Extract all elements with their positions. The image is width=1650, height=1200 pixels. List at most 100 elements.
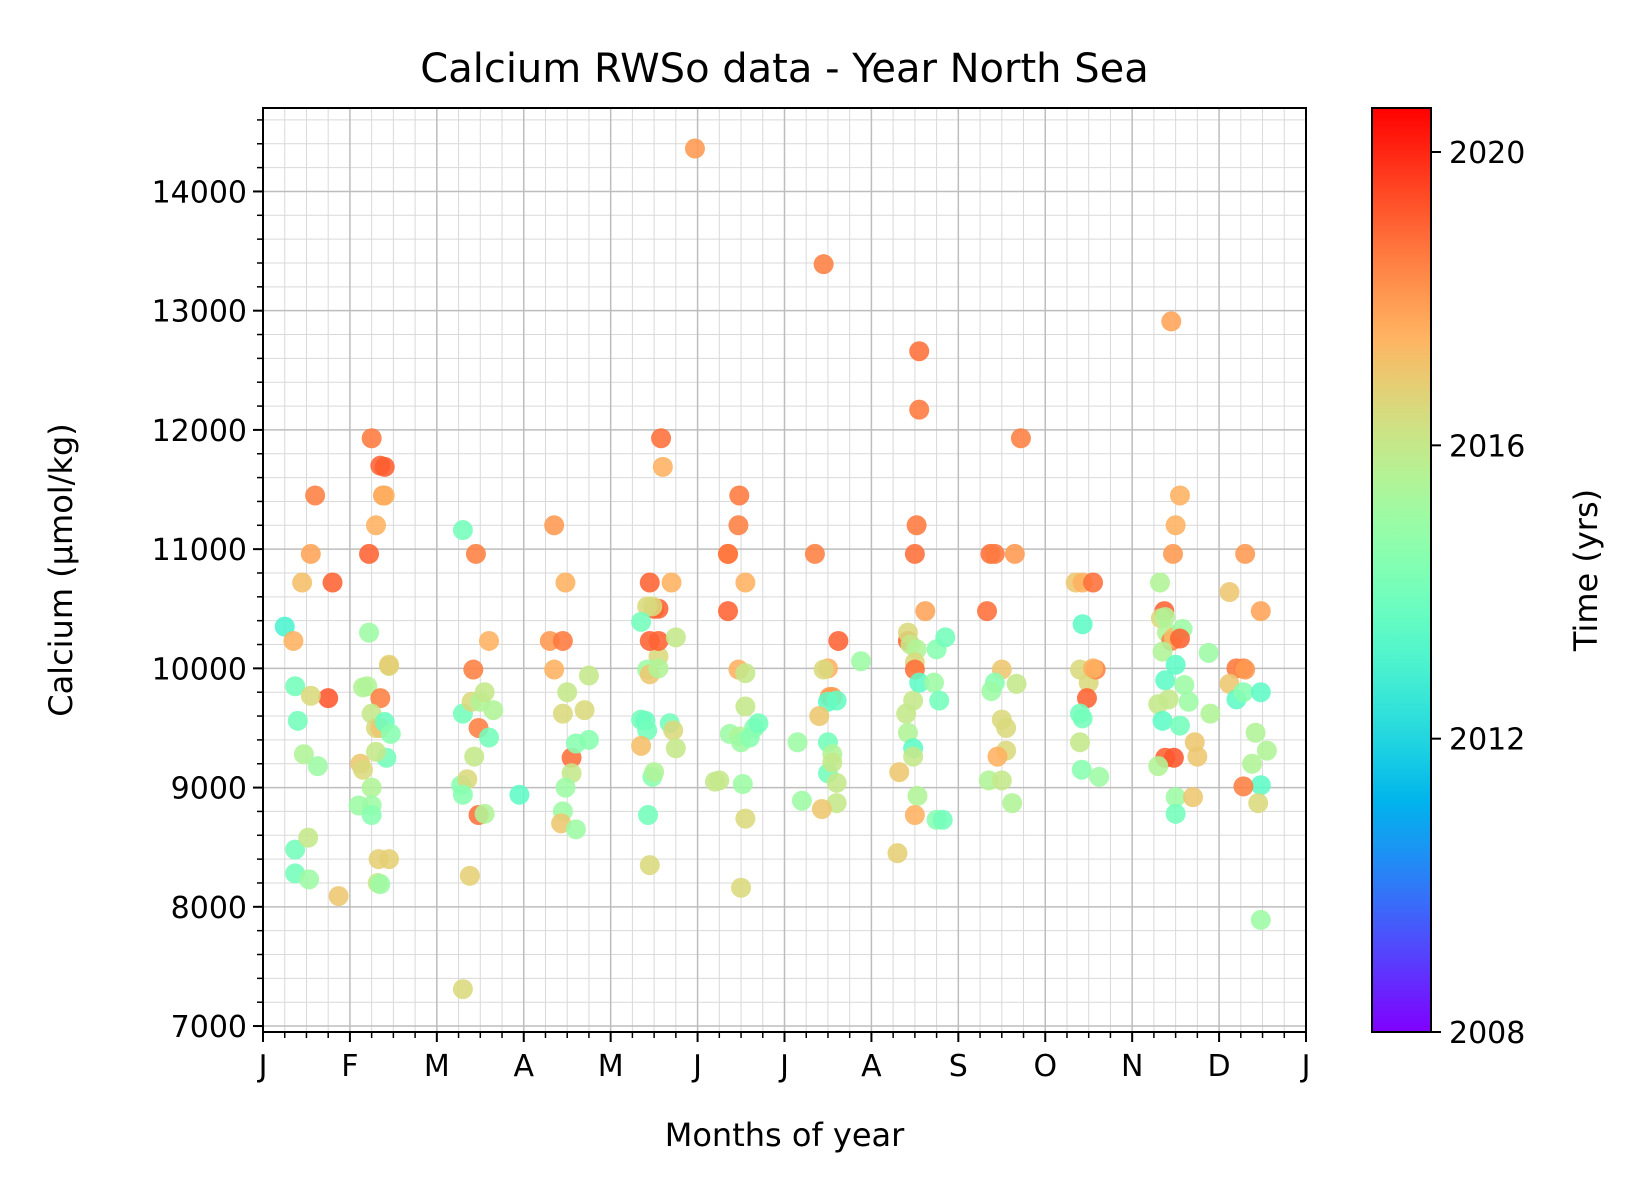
data-point xyxy=(889,762,910,783)
data-point xyxy=(1187,746,1208,767)
data-point xyxy=(555,572,576,593)
data-point xyxy=(977,601,998,622)
data-point xyxy=(365,515,386,536)
data-point xyxy=(1161,311,1182,332)
data-point xyxy=(300,685,321,706)
data-point xyxy=(1242,753,1263,774)
data-point xyxy=(1165,654,1186,675)
data-point xyxy=(907,785,928,806)
data-point xyxy=(361,428,382,449)
data-point xyxy=(361,777,382,798)
data-point xyxy=(565,819,586,840)
data-point xyxy=(1169,715,1190,736)
colorbar-ticks: 2008 2012 2016 2020 xyxy=(1431,136,1525,1051)
colorbar xyxy=(1371,107,1432,1033)
data-point xyxy=(463,659,484,680)
data-point xyxy=(718,601,739,622)
data-point xyxy=(813,659,834,680)
data-point xyxy=(718,543,739,564)
data-point xyxy=(787,732,808,753)
data-point xyxy=(298,827,319,848)
y-axis-label: Calcium (µmol/kg) xyxy=(42,423,80,717)
data-point xyxy=(1256,740,1277,761)
data-point xyxy=(359,622,380,643)
data-point xyxy=(1083,572,1104,593)
data-point xyxy=(374,485,395,506)
data-point xyxy=(1233,682,1254,703)
data-point xyxy=(1010,428,1031,449)
data-point xyxy=(544,659,565,680)
data-point xyxy=(644,762,665,783)
data-point xyxy=(1155,670,1176,691)
data-point xyxy=(300,543,321,564)
data-point xyxy=(991,770,1012,791)
data-point xyxy=(639,572,660,593)
data-point xyxy=(791,790,812,811)
y-tick-label: 9000 xyxy=(171,772,247,807)
data-point xyxy=(274,616,295,637)
data-point xyxy=(457,769,478,790)
data-point xyxy=(909,399,930,420)
data-point xyxy=(359,543,380,564)
data-point xyxy=(661,572,682,593)
data-point xyxy=(648,630,669,651)
colorbar-tick-label: 2016 xyxy=(1449,429,1525,464)
data-point xyxy=(465,543,486,564)
data-point xyxy=(1070,732,1091,753)
y-tick-label: 12000 xyxy=(152,414,247,449)
data-point xyxy=(1163,747,1184,768)
data-point xyxy=(903,746,924,767)
data-point xyxy=(1149,572,1170,593)
data-point xyxy=(826,690,847,711)
grid xyxy=(262,108,1307,1032)
data-point xyxy=(631,735,652,756)
data-point xyxy=(665,627,686,648)
data-point xyxy=(365,741,386,762)
data-point xyxy=(1245,722,1266,743)
x-tick-label: J xyxy=(257,1049,268,1084)
data-point xyxy=(1219,582,1240,603)
data-point xyxy=(935,627,956,648)
data-point xyxy=(322,572,343,593)
data-point xyxy=(1165,803,1186,824)
data-point xyxy=(509,784,530,805)
data-point xyxy=(1198,642,1219,663)
data-point xyxy=(684,138,705,159)
data-point xyxy=(1158,689,1179,710)
x-tick-label: A xyxy=(861,1049,882,1084)
data-point xyxy=(1165,787,1186,808)
data-point xyxy=(735,572,756,593)
data-point xyxy=(557,682,578,703)
data-point xyxy=(1071,759,1092,780)
data-point xyxy=(1006,673,1027,694)
data-point xyxy=(352,759,373,780)
data-point xyxy=(1250,775,1271,796)
data-point xyxy=(987,746,1008,767)
y-tick-label: 14000 xyxy=(152,175,247,210)
data-point xyxy=(368,849,389,870)
data-point xyxy=(735,663,756,684)
data-point xyxy=(283,630,304,651)
data-point xyxy=(651,428,672,449)
y-tick-label: 13000 xyxy=(152,295,247,330)
data-point xyxy=(984,543,1005,564)
x-tick-label: S xyxy=(949,1049,968,1084)
data-point xyxy=(1200,703,1221,724)
x-tick-label: M xyxy=(598,1049,624,1084)
data-point xyxy=(1165,515,1186,536)
colorbar-label: Time (yrs) xyxy=(1567,489,1605,652)
data-point xyxy=(1233,776,1254,797)
x-tick-label: J xyxy=(1300,1049,1311,1084)
data-point xyxy=(663,720,684,741)
data-point xyxy=(1169,628,1190,649)
data-point xyxy=(464,746,485,767)
y-tick-label: 11000 xyxy=(152,533,247,568)
data-point xyxy=(1089,766,1110,787)
colorbar-tick-label: 2012 xyxy=(1449,723,1525,758)
data-point xyxy=(735,808,756,829)
x-tick-label: F xyxy=(341,1049,358,1084)
data-point xyxy=(904,805,925,826)
data-point xyxy=(574,700,595,721)
data-point xyxy=(822,752,843,773)
